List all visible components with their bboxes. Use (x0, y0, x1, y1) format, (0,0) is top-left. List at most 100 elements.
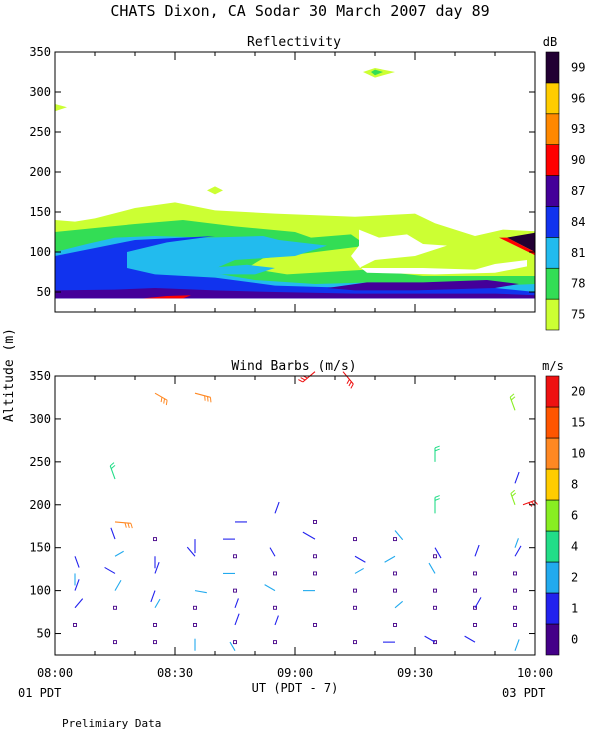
calm-wind-marker (473, 588, 477, 593)
calm-wind-marker (353, 605, 357, 610)
colorbar-swatch (545, 237, 560, 269)
y-tick-label: 250 (29, 455, 51, 469)
y-tick-label: 100 (29, 584, 51, 598)
calm-wind-marker (353, 640, 357, 645)
calm-wind-marker (473, 605, 477, 610)
y-tick-label: 300 (29, 412, 51, 426)
colorbar-tick-label: 96 (571, 91, 585, 105)
colorbar-swatch (545, 51, 560, 84)
colorbar-tick-label: 84 (571, 215, 585, 229)
y-tick-label: 300 (29, 85, 51, 99)
calm-wind-marker (113, 640, 117, 645)
wind-barb (154, 561, 160, 574)
calm-wind-marker (353, 588, 357, 593)
wind-barb (354, 567, 364, 574)
wind-barb (229, 641, 236, 651)
wind-barb (474, 544, 480, 557)
colorbar-swatch (545, 175, 560, 207)
colorbar-swatch (545, 298, 560, 331)
wind-barb (302, 531, 316, 540)
calm-wind-marker (353, 537, 357, 542)
wind-barb (74, 556, 80, 568)
wind-colorbar: 0 1 2 4 6 8 10 15 20 (545, 375, 585, 656)
y-axis-label: Altitude (m) (2, 328, 17, 422)
x-tick-label: 08:30 (157, 666, 193, 680)
wind-barb (264, 584, 276, 592)
calm-wind-marker (313, 554, 317, 559)
y-tick-label: 350 (29, 45, 51, 59)
wind-barb (510, 489, 517, 505)
calm-wind-marker (153, 537, 157, 542)
calm-wind-marker (273, 571, 277, 576)
wind-barb (514, 471, 520, 484)
wind-barb (342, 371, 354, 389)
wind-barb (474, 597, 482, 609)
y-tick-label: 150 (29, 541, 51, 555)
wind-barbs-axes: 50 100 150 200 250 300 350 08:00 08:30 09:00 09:30… (29, 369, 553, 680)
colorbar-swatch-wind (545, 375, 560, 408)
reflectivity-region (371, 69, 383, 76)
calm-wind-marker (513, 605, 517, 610)
calm-wind-marker (73, 623, 77, 627)
wind-barb (384, 555, 396, 563)
calm-wind-marker (233, 588, 237, 593)
plot-frame (54, 375, 536, 656)
wind-barb (150, 590, 156, 603)
wind-barb (428, 562, 436, 574)
wind-barb (514, 545, 522, 557)
right-date-label: 03 PDT (502, 686, 545, 700)
wind-barb (74, 579, 80, 591)
footer-note: Prelimiary Data (62, 717, 161, 730)
reflectivity-region (55, 236, 535, 299)
colorbar-tick-label: 75 (571, 308, 585, 322)
colorbar-tick-label-wind: 8 (571, 478, 578, 492)
colorbar-tick-label: 78 (571, 277, 585, 291)
calm-wind-marker (433, 554, 437, 559)
colorbar-tick-label-wind: 1 (571, 602, 578, 616)
reflectivity-colorbar: 75 78 81 84 87 90 93 96 99 (545, 51, 585, 331)
wind-barbs-plot-area (73, 371, 538, 651)
wind-barb (109, 462, 116, 480)
wind-barb (110, 527, 116, 540)
wind-barb (274, 615, 279, 626)
x-tick-label: 08:00 (37, 666, 73, 680)
calm-wind-marker (513, 623, 517, 627)
colorbar-swatch (545, 144, 560, 176)
calm-wind-marker (473, 571, 477, 576)
calm-wind-marker (393, 588, 397, 593)
calm-wind-marker (273, 640, 277, 645)
reflectivity-region (507, 232, 535, 252)
wind-barb (194, 392, 212, 403)
wind-colorbar-label: m/s (542, 359, 564, 373)
calm-wind-marker (113, 605, 117, 610)
reflectivity-region (207, 186, 223, 195)
colorbar-swatch-wind (545, 561, 560, 594)
calm-wind-marker (513, 588, 517, 593)
reflectivity-region (143, 295, 191, 299)
wind-barb (394, 530, 404, 541)
wind-barb (114, 521, 133, 529)
wind-barbs-panel: Wind Barbs (m/s) m/s 5010015020025030035… (29, 359, 585, 680)
colorbar-tick-label-wind: 10 (571, 447, 585, 461)
calm-wind-marker (193, 623, 197, 627)
colorbar-swatch-wind (545, 623, 560, 656)
calm-wind-marker (473, 623, 477, 627)
reflectivity-region (499, 237, 535, 256)
colorbar-swatch (545, 82, 560, 115)
x-tick-label: 09:30 (397, 666, 433, 680)
reflectivity-region (327, 280, 519, 291)
calm-wind-marker (433, 640, 437, 645)
left-date-label: 01 PDT (18, 686, 61, 700)
wind-barb (354, 555, 366, 563)
colorbar-swatch-wind (545, 437, 560, 470)
calm-wind-marker (193, 605, 197, 610)
colorbar-swatch (545, 267, 560, 300)
x-tick-label: 09:00 (277, 666, 313, 680)
colorbar-tick-label: 81 (571, 246, 585, 260)
colorbar-swatch-wind (545, 530, 560, 563)
wind-barbs-title: Wind Barbs (m/s) (231, 359, 356, 374)
y-tick-label: 50 (37, 285, 51, 299)
wind-barb (394, 600, 404, 609)
